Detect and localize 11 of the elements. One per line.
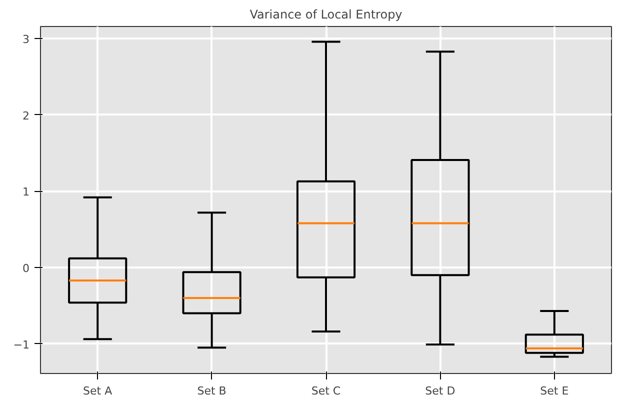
y-tick-label: 0 — [22, 262, 30, 275]
x-tick-label: Set C — [311, 384, 341, 398]
x-tick-label: Set B — [197, 384, 226, 398]
y-tick-label: 3 — [22, 33, 30, 46]
chart-title: Variance of Local Entropy — [250, 8, 402, 22]
x-tick-label: Set D — [425, 384, 456, 398]
y-tick-label: −1 — [13, 338, 30, 352]
x-tick-label: Set A — [83, 384, 113, 398]
x-tick-label: Set E — [540, 384, 569, 398]
y-tick-label: 2 — [22, 109, 30, 122]
y-tick-label: 1 — [22, 186, 30, 199]
